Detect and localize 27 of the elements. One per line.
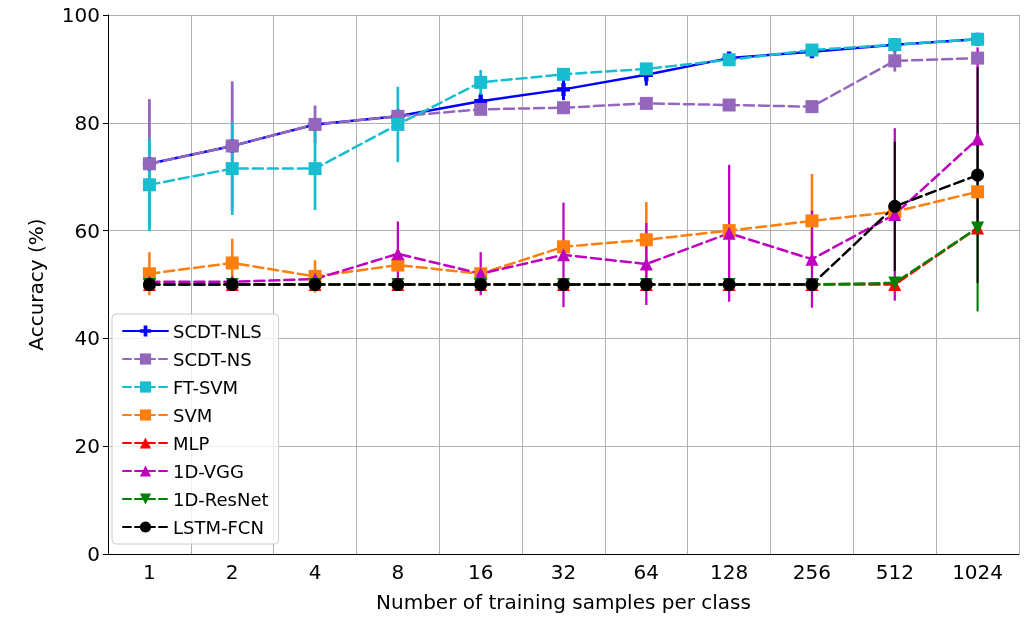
x-tick-label: 32 [550,560,577,584]
y-tick-label: 60 [74,218,100,243]
y-axis-title: Accuracy (%) [24,218,48,351]
y-tick-label: 20 [74,434,100,459]
x-tick-label: 64 [633,560,660,584]
x-tick-label: 256 [792,560,832,584]
x-tick-label: 512 [875,560,914,584]
x-axis-title: Number of training samples per class [376,590,751,614]
legend-label: 1D-VGG [173,460,244,482]
x-tick-label: 8 [391,560,405,584]
legend-label: FT-SVM [173,376,239,398]
y-tick-label: 0 [87,542,100,566]
y-tick-label: 100 [61,3,100,27]
x-tick-label: 2 [225,560,239,584]
legend-label: MLP [173,432,210,454]
legend-label: SCDT-NLS [173,320,262,342]
y-tick-label: 40 [74,326,100,351]
legend-label: SCDT-NS [173,348,252,370]
legend-label: LSTM-FCN [173,516,264,538]
x-tick-label: 1 [143,560,156,584]
legend-label: SVM [173,404,213,426]
x-tick-label: 16 [467,560,494,584]
x-tick-label: 128 [710,560,749,584]
legend-label: 1D-ResNet [173,488,269,510]
y-tick-label: 80 [74,110,100,135]
x-tick-label: 4 [308,560,322,584]
x-tick-label: 1024 [952,560,1004,584]
